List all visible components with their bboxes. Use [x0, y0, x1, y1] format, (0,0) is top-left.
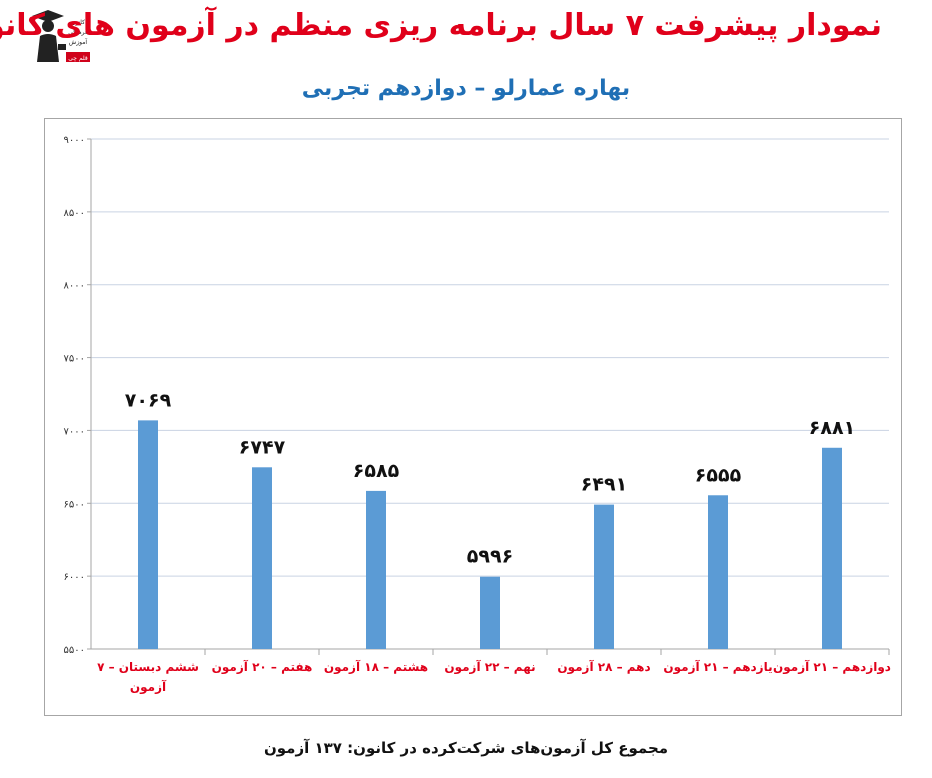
- data-label: ۶۸۸۱: [809, 417, 855, 439]
- data-label: ۵۹۹۶: [467, 546, 513, 568]
- x-category-label: یازدهم – ۲۱ آزمون: [663, 659, 772, 675]
- x-category-label: آزمون: [130, 679, 167, 695]
- bar: [594, 504, 614, 649]
- x-category-label: نهم – ۲۲ آزمون: [444, 659, 535, 675]
- chart-frame: ۵۵۰۰ ۶۰۰۰ ۶۵۰۰ ۷۰۰۰ ۷۵۰۰ ۸۰۰۰ ۸۵۰۰ ۹۰۰۰ ۷۰۶۹ ششم …: [44, 118, 902, 716]
- y-tick-label: ۷۰۰۰: [64, 426, 85, 437]
- y-tick-label: ۸۵۰۰: [64, 208, 85, 219]
- bar: [480, 576, 500, 649]
- x-category-label: دهم – ۲۸ آزمون: [557, 659, 650, 675]
- bar: [708, 495, 728, 649]
- x-category-label: هفتم – ۲۰ آزمون: [212, 659, 313, 675]
- logo-text-3: آموزش: [69, 37, 88, 46]
- data-label: ۶۷۴۷: [239, 436, 286, 458]
- kanoon-logo: کانون فرهنگی آموزش قلم چی: [28, 4, 90, 66]
- y-tick-label: ۶۵۰۰: [64, 499, 85, 510]
- bar: [822, 447, 842, 649]
- logo-badge-bg: [66, 52, 90, 62]
- data-label: ۷۰۶۹: [125, 389, 172, 411]
- logo-text-2: فرهنگی: [68, 28, 88, 36]
- graduate-figure-icon: [32, 10, 66, 62]
- y-tick-label: ۷۵۰۰: [64, 354, 85, 365]
- chart-subtitle: بهاره عمارلو – دوازدهم تجربی: [301, 76, 631, 101]
- bar: [252, 467, 272, 649]
- x-category-label: هشتم – ۱۸ آزمون: [324, 659, 428, 675]
- bar: [138, 420, 158, 649]
- chart-title: نمودار پیشرفت ۷ سال برنامه ریزی منظم در …: [0, 8, 882, 43]
- y-tick-label: ۸۰۰۰: [64, 281, 85, 292]
- bar: [366, 490, 386, 649]
- y-tick-label: ۹۰۰۰: [64, 135, 85, 146]
- y-tick-label: ۶۰۰۰: [64, 572, 85, 583]
- total-exams-note: مجموع کل آزمون‌های شرکت‌کرده در کانون: ۱…: [263, 739, 669, 757]
- y-tick-label: ۵۵۰۰: [64, 645, 85, 656]
- logo-badge-text: قلم چی: [68, 55, 88, 62]
- logo-text-1: کانون: [71, 19, 85, 26]
- data-label: ۶۴۹۱: [581, 474, 627, 496]
- data-label: ۶۵۸۵: [353, 460, 400, 482]
- data-label: ۶۵۵۵: [695, 464, 742, 486]
- x-category-label: دوازدهم – ۲۱ آزمون: [773, 659, 891, 675]
- bar-chart: ۵۵۰۰ ۶۰۰۰ ۶۵۰۰ ۷۰۰۰ ۷۵۰۰ ۸۰۰۰ ۸۵۰۰ ۹۰۰۰ ۷۰۶۹ ششم …: [64, 135, 891, 695]
- x-category-label: ششم دبستان – ۷: [97, 660, 199, 674]
